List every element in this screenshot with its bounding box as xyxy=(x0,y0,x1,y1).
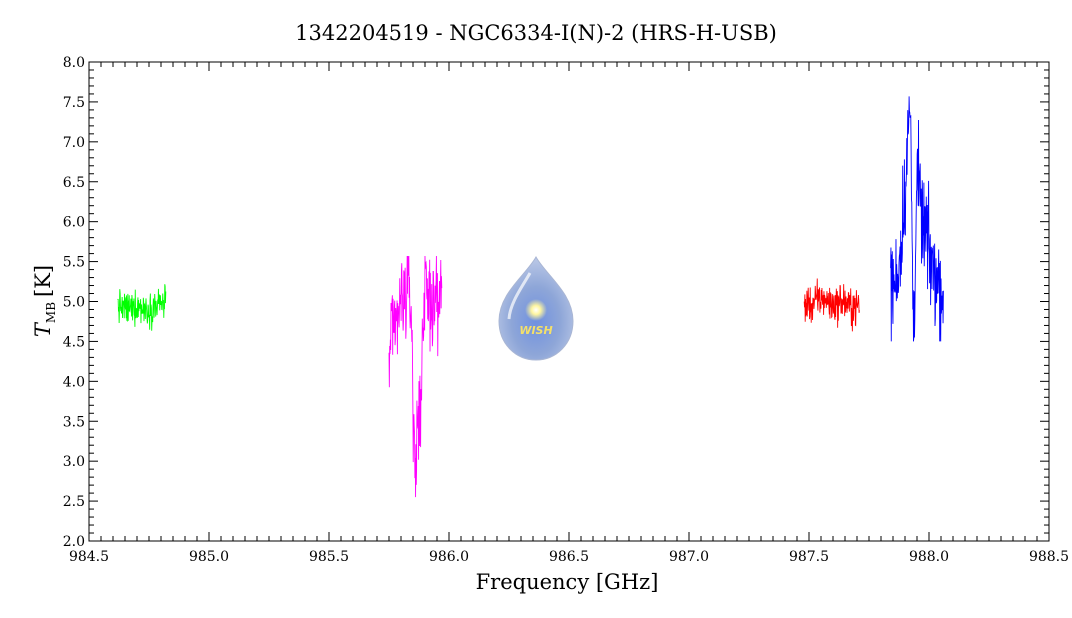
x-tick-label: 988.0 xyxy=(909,549,949,565)
x-tick-label: 984.5 xyxy=(69,549,109,565)
y-tick-label: 4.0 xyxy=(63,374,85,390)
y-tick-label: 7.5 xyxy=(63,95,85,111)
x-tick-label: 988.5 xyxy=(1029,549,1069,565)
y-tick-label: 5.5 xyxy=(63,255,85,271)
y-tick-label: 4.5 xyxy=(63,334,85,350)
svg-text:TMB[K]: TMB [K] xyxy=(31,265,58,337)
axes-layer: 984.5 985.0 985.5 986.0 986.5 987.0 987.5 988.0… xyxy=(63,55,1069,565)
y-axis-label: TMB [K] xyxy=(31,265,58,337)
y-tick-label: 2.5 xyxy=(63,494,85,510)
spectrum-series-4 xyxy=(890,96,944,342)
logo-text: WISH xyxy=(519,324,552,337)
y-tick-label: 6.0 xyxy=(63,215,85,231)
y-tick-label: 5.0 xyxy=(63,295,85,311)
x-tick-label: 986.0 xyxy=(429,549,469,565)
y-tick-label: 3.5 xyxy=(63,414,85,430)
y-tick-label: 2.0 xyxy=(63,534,85,550)
y-tick-label: 3.0 xyxy=(63,454,85,470)
x-tick-label: 987.5 xyxy=(789,549,829,565)
spectrum-series-2 xyxy=(388,255,443,498)
y-tick-label: 7.0 xyxy=(63,135,85,151)
y-tick-label: 8.0 xyxy=(63,55,85,71)
series-layer xyxy=(117,96,944,498)
x-tick-label: 987.0 xyxy=(669,549,709,565)
x-axis-label: Frequency [GHz] xyxy=(476,570,659,594)
wish-logo: WISH xyxy=(498,255,574,361)
chart-title: 1342204519 - NGC6334-I(N)-2 (HRS-H-USB) xyxy=(295,21,777,45)
y-axis-label-sub: MB xyxy=(44,302,58,323)
spectrum-series-1 xyxy=(117,284,167,331)
y-axis-label-unit: [K] xyxy=(31,265,55,297)
y-axis-label-main: T xyxy=(31,321,55,337)
star-icon xyxy=(525,299,547,321)
x-tick-label: 985.5 xyxy=(309,549,349,565)
x-tick-label: 986.5 xyxy=(549,549,589,565)
x-tick-label: 985.0 xyxy=(189,549,229,565)
spectrum-series-3 xyxy=(803,278,860,332)
y-tick-label: 6.5 xyxy=(63,175,85,191)
